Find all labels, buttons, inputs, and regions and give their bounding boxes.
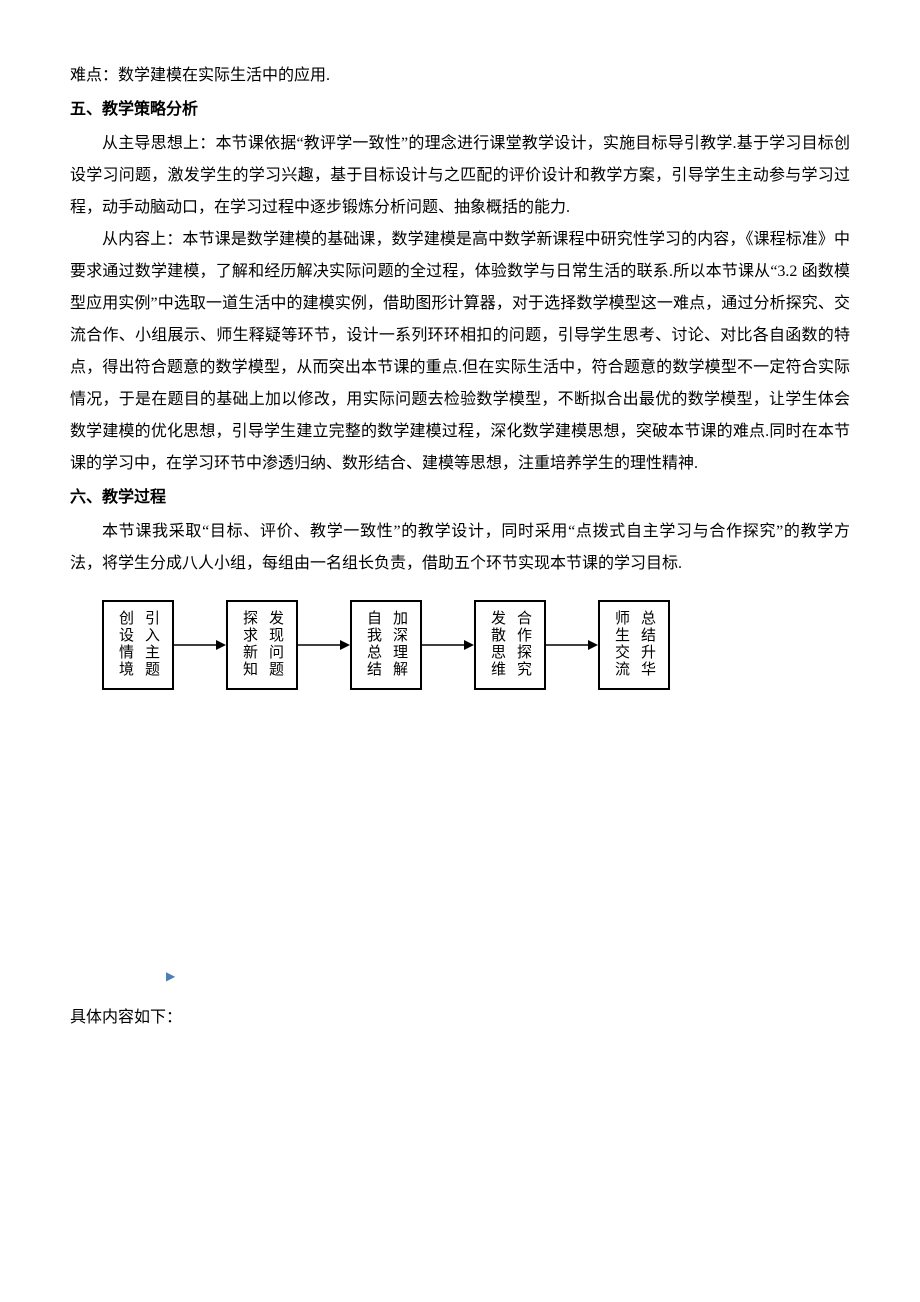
flow-node-1: 创设情境 引入主题 [102, 600, 174, 690]
flow-node-col: 自我总结 [364, 610, 382, 678]
arrow-icon [422, 638, 474, 652]
blank-spacer [70, 710, 850, 970]
flow-node-col: 引入主题 [142, 610, 160, 678]
flow-node-col: 创设情境 [116, 610, 134, 678]
detail-intro: 具体内容如下： [70, 1002, 850, 1034]
flow-node-col: 加深理解 [390, 610, 408, 678]
section-6-heading: 六、教学过程 [70, 482, 850, 514]
flow-node-3: 自我总结 加深理解 [350, 600, 422, 690]
flow-node-5: 师生交流 总结升华 [598, 600, 670, 690]
flow-node-col: 发散思维 [488, 610, 506, 678]
flow-node-col: 总结升华 [638, 610, 656, 678]
difficulty-line: 难点：数学建模在实际生活中的应用. [70, 60, 850, 92]
strategy-para-2: 从内容上：本节课是数学建模的基础课，数学建模是高中数学新课程中研究性学习的内容，… [70, 224, 850, 480]
flow-node-col: 探求新知 [240, 610, 258, 678]
strategy-para-1: 从主导思想上：本节课依据“教评学一致性”的理念进行课堂教学设计，实施目标导引教学… [70, 128, 850, 224]
flow-node-4: 发散思维 合作探究 [474, 600, 546, 690]
flow-node-col: 发现问题 [266, 610, 284, 678]
process-intro-para: 本节课我采取“目标、评价、教学一致性”的教学设计，同时采用“点拨式自主学习与合作… [70, 516, 850, 580]
flow-node-col: 合作探究 [514, 610, 532, 678]
flow-node-col: 师生交流 [612, 610, 630, 678]
section-5-heading: 五、教学策略分析 [70, 94, 850, 126]
flowchart: 创设情境 引入主题 探求新知 发现问题 自我总结 加深理解 发散思维 合作探究 … [102, 600, 850, 690]
flow-node-2: 探求新知 发现问题 [226, 600, 298, 690]
triangle-marker-icon: ▶ [166, 970, 850, 982]
arrow-icon [174, 638, 226, 652]
arrow-icon [546, 638, 598, 652]
arrow-icon [298, 638, 350, 652]
